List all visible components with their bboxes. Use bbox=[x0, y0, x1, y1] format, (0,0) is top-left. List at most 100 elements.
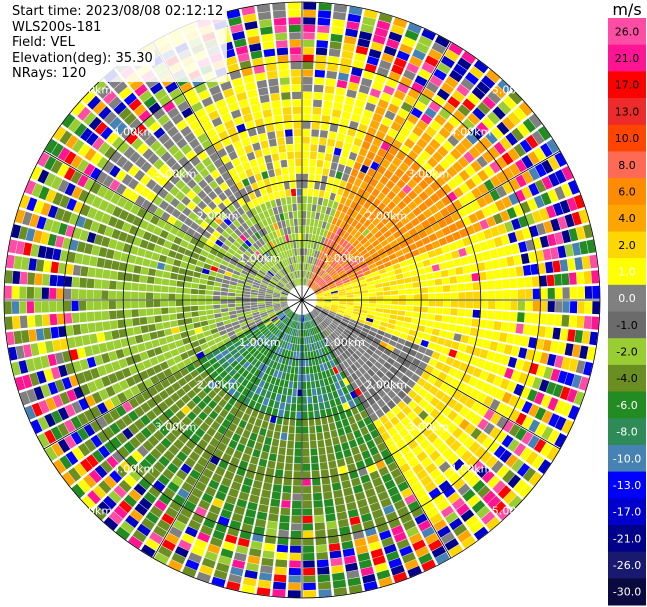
range-gate bbox=[409, 532, 423, 545]
range-gate bbox=[168, 293, 176, 300]
range-gate bbox=[154, 277, 163, 285]
range-gate bbox=[103, 189, 115, 202]
range-gate bbox=[361, 300, 369, 304]
range-gate bbox=[424, 444, 436, 456]
range-gate bbox=[61, 377, 73, 390]
colorbar-swatch bbox=[608, 258, 646, 286]
range-gate bbox=[356, 91, 368, 102]
radar-ray bbox=[306, 17, 408, 287]
range-gate bbox=[285, 357, 290, 366]
range-gate bbox=[332, 340, 340, 348]
range-gate bbox=[14, 376, 26, 391]
range-gate bbox=[449, 69, 463, 83]
range-gate bbox=[244, 239, 252, 248]
range-gate bbox=[350, 261, 358, 268]
range-gate bbox=[365, 360, 374, 368]
range-gate bbox=[228, 307, 236, 312]
range-gate bbox=[281, 305, 289, 309]
range-gate bbox=[275, 559, 288, 568]
range-gate bbox=[429, 204, 439, 215]
range-gate bbox=[306, 381, 311, 389]
range-gate bbox=[331, 298, 339, 300]
range-gate bbox=[205, 239, 215, 248]
range-gate bbox=[237, 216, 245, 225]
range-ring-label: 4.00km bbox=[113, 125, 155, 138]
range-gate bbox=[26, 388, 38, 403]
range-gate bbox=[43, 327, 52, 340]
range-gate bbox=[45, 397, 57, 411]
range-gate bbox=[270, 280, 277, 285]
range-gate bbox=[267, 383, 274, 392]
range-gate bbox=[165, 156, 177, 168]
range-gate bbox=[315, 425, 323, 433]
range-gate bbox=[428, 307, 436, 314]
range-gate bbox=[270, 326, 277, 333]
range-gate bbox=[272, 10, 286, 19]
range-gate bbox=[176, 280, 185, 287]
range-gate bbox=[528, 251, 537, 263]
range-gate bbox=[343, 555, 357, 565]
range-gate bbox=[457, 464, 470, 477]
range-gate bbox=[360, 410, 369, 419]
range-gate bbox=[140, 402, 151, 413]
range-gate bbox=[235, 293, 243, 297]
range-gate bbox=[357, 552, 371, 562]
range-gate bbox=[212, 261, 221, 268]
range-gate bbox=[296, 404, 302, 412]
scan-info: Start time: 2023/08/08 02:12:12 WLS200s-… bbox=[8, 4, 228, 82]
range-gate bbox=[479, 241, 489, 251]
range-gate bbox=[250, 294, 258, 298]
range-gate bbox=[284, 258, 289, 266]
range-gate bbox=[365, 277, 374, 283]
range-gate bbox=[493, 141, 506, 155]
range-gate bbox=[323, 292, 331, 296]
range-gate bbox=[187, 95, 200, 106]
range-gate bbox=[320, 261, 326, 269]
range-gate bbox=[251, 198, 260, 207]
range-gate bbox=[77, 106, 91, 121]
range-gate bbox=[256, 274, 264, 280]
range-gate bbox=[280, 296, 288, 299]
range-gate bbox=[302, 396, 307, 404]
range-gate bbox=[470, 427, 482, 440]
range-gate bbox=[554, 152, 567, 167]
range-gate bbox=[367, 284, 376, 290]
colorbar-swatch bbox=[608, 18, 646, 46]
range-gate bbox=[231, 321, 240, 327]
range-gate bbox=[86, 132, 99, 146]
range-gate bbox=[405, 422, 416, 433]
range-gate bbox=[265, 298, 273, 300]
range-gate bbox=[460, 450, 473, 463]
range-gate bbox=[271, 100, 281, 109]
range-gate bbox=[209, 410, 219, 420]
range-gate bbox=[398, 305, 406, 311]
range-gate bbox=[152, 417, 163, 429]
range-gate bbox=[460, 256, 470, 266]
range-gate bbox=[330, 383, 337, 392]
range-gate bbox=[87, 381, 98, 393]
range-gate bbox=[219, 408, 229, 418]
range-gate bbox=[283, 181, 290, 190]
range-gate bbox=[345, 28, 359, 38]
radar-ray bbox=[81, 310, 292, 510]
range-gate bbox=[361, 293, 369, 297]
range-gate bbox=[302, 248, 305, 256]
range-gate bbox=[260, 565, 273, 574]
range-gate bbox=[332, 436, 340, 446]
range-gate bbox=[387, 103, 400, 114]
range-gate bbox=[211, 576, 226, 588]
range-gate bbox=[135, 195, 146, 207]
range-gate bbox=[555, 301, 563, 313]
range-gate bbox=[324, 329, 330, 336]
range-gate bbox=[586, 346, 596, 361]
range-gate bbox=[313, 189, 319, 197]
range-gate bbox=[546, 274, 555, 287]
range-gate bbox=[125, 234, 135, 244]
range-gate bbox=[310, 136, 319, 145]
range-gate bbox=[219, 221, 228, 230]
range-gate bbox=[259, 284, 268, 289]
range-gate bbox=[473, 291, 481, 300]
range-gate bbox=[173, 355, 183, 364]
range-gate bbox=[381, 216, 390, 225]
range-gate bbox=[241, 213, 249, 222]
